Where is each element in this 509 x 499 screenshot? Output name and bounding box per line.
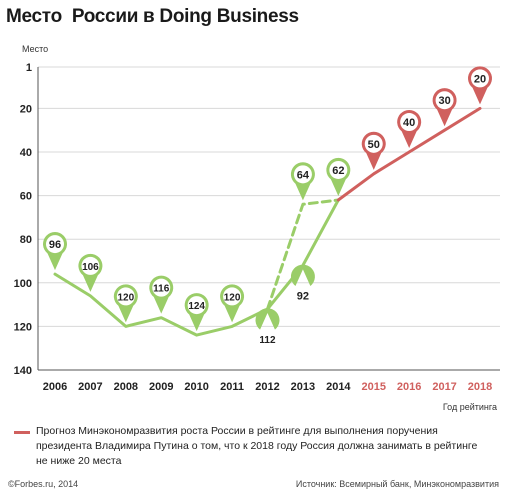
marker-inner-circle (223, 287, 242, 306)
marker-inner-circle (116, 287, 135, 306)
x-tick-label-2017: 2017 (432, 381, 456, 393)
legend-swatch-forecast (14, 431, 30, 434)
marker-inner-circle (364, 134, 383, 153)
marker-inner-circle (471, 69, 489, 88)
marker-inner-circle (400, 113, 419, 132)
y-tick-label-80: 80 (20, 234, 32, 246)
x-tick-label-2013: 2013 (291, 381, 315, 393)
data-label-2018-20: 20 (474, 73, 486, 85)
data-marker-2007-106: 106 (78, 253, 103, 292)
data-label-2012-112: 112 (259, 335, 276, 346)
marker-pin (290, 264, 315, 287)
data-marker-2013-92: 92 (290, 264, 315, 305)
data-label-2010-124: 124 (188, 301, 205, 312)
marker-pin (255, 308, 280, 330)
source-text: Источник: Всемирный банк, Минэкономразви… (295, 479, 499, 489)
data-marker-2014-62: 62 (326, 157, 351, 196)
x-tick-label-2016: 2016 (397, 381, 421, 393)
x-tick-label-2011: 2011 (220, 381, 244, 393)
x-tick-label-2007: 2007 (78, 381, 102, 393)
y-tick-label-140: 140 (14, 365, 32, 377)
data-marker-2016-40: 40 (397, 109, 422, 149)
x-tick-label-2009: 2009 (149, 381, 173, 393)
data-label-2016-40: 40 (403, 117, 415, 129)
marker-inner-circle (435, 91, 454, 110)
x-tick-label-2015: 2015 (362, 381, 386, 393)
data-marker-2013-64: 64 (290, 162, 315, 201)
x-axis-label: Год рейтинга (442, 402, 497, 412)
data-marker-2009-116: 116 (149, 275, 174, 314)
data-marker-2018-20: 20 (468, 66, 492, 105)
series-line-0 (53, 198, 340, 337)
y-tick-label-100: 100 (14, 278, 32, 290)
marker-inner-circle (329, 160, 348, 179)
y-tick-label-120: 120 (14, 321, 32, 333)
x-tick-label-2014: 2014 (326, 381, 351, 393)
y-tick-label-1: 1 (26, 62, 32, 74)
series-line-1 (266, 198, 340, 311)
x-tick-label-2008: 2008 (114, 381, 138, 393)
marker-inner-circle (293, 165, 312, 184)
data-label-2014-62: 62 (332, 165, 344, 177)
marker-inner-circle (46, 235, 64, 254)
y-tick-label-60: 60 (20, 191, 32, 203)
y-axis-label: Место (22, 44, 49, 54)
data-label-2011-120: 120 (224, 292, 241, 303)
data-marker-2015-50: 50 (361, 131, 386, 170)
marker-inner-circle (187, 296, 206, 315)
marker-inner-circle (152, 278, 171, 297)
data-label-2013-64: 64 (297, 169, 310, 181)
data-marker-2008-120: 120 (113, 284, 138, 323)
marker-inner-circle (258, 329, 277, 348)
data-label-2017-30: 30 (438, 95, 450, 107)
data-label-2015-50: 50 (368, 139, 380, 151)
data-label-2007-106: 106 (82, 262, 99, 273)
data-label-2013-92: 92 (297, 290, 309, 302)
marker-inner-circle (293, 286, 312, 305)
y-tick-label-20: 20 (20, 103, 32, 115)
x-tick-label-2006: 2006 (43, 381, 67, 393)
x-tick-label-2010: 2010 (184, 381, 208, 393)
data-label-2008-120: 120 (117, 292, 134, 303)
data-marker-2006-96: 96 (43, 232, 67, 271)
x-tick-label-2012: 2012 (255, 381, 279, 393)
legend-entry-forecast: Прогноз Минэкономразвития роста России в… (36, 425, 478, 467)
data-label-2009-116: 116 (153, 284, 170, 295)
y-tick-label-40: 40 (20, 147, 32, 159)
chart-legend: Прогноз Минэкономразвития роста России в… (14, 424, 484, 469)
chart-title: Место России в Doing Business (6, 6, 299, 27)
series-line-2 (336, 106, 482, 202)
copyright-text: ©Forbes.ru, 2014 (8, 479, 79, 489)
marker-inner-circle (81, 256, 100, 275)
data-marker-2011-120: 120 (220, 284, 245, 323)
data-marker-2017-30: 30 (432, 88, 457, 127)
data-marker-2012-112: 112 (255, 308, 280, 348)
x-tick-label-2018: 2018 (468, 381, 492, 393)
data-label-2006-96: 96 (49, 239, 61, 251)
data-marker-2010-124: 124 (184, 293, 209, 332)
